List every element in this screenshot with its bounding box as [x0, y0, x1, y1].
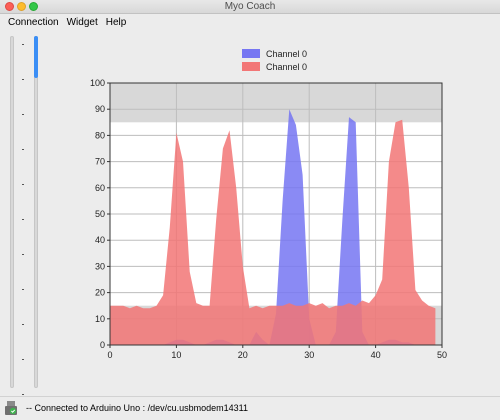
menu-widget[interactable]: Widget	[66, 17, 98, 28]
slider-tick	[22, 289, 24, 290]
slider-tick	[22, 44, 24, 45]
x-tick-label: 30	[304, 350, 314, 360]
slider-tick	[22, 254, 24, 255]
slider-tick	[22, 114, 24, 115]
legend-swatch	[242, 62, 260, 71]
connection-status-text: -- Connected to Arduino Uno : /dev/cu.us…	[26, 403, 248, 413]
slider-tick	[22, 359, 24, 360]
legend-label: Channel 0	[266, 49, 307, 59]
slider-tick	[22, 324, 24, 325]
y-tick-label: 60	[95, 183, 105, 193]
close-window-button[interactable]	[5, 2, 14, 11]
usb-check-icon	[5, 401, 17, 415]
menu-help[interactable]: Help	[105, 17, 127, 28]
zoom-window-button[interactable]	[29, 2, 38, 11]
right-threshold-slider[interactable]	[34, 36, 38, 388]
left-threshold-slider[interactable]	[10, 36, 14, 388]
y-tick-label: 10	[95, 314, 105, 324]
slider-tick	[22, 394, 24, 395]
status-bar: -- Connected to Arduino Uno : /dev/cu.us…	[0, 396, 500, 420]
y-tick-label: 20	[95, 288, 105, 298]
x-tick-label: 0	[107, 350, 112, 360]
legend-swatch	[242, 49, 260, 58]
threshold-band	[110, 83, 442, 123]
y-tick-label: 0	[100, 340, 105, 350]
menu-bar: Connection Widget Help	[0, 14, 500, 31]
series-area-blue	[110, 109, 436, 345]
x-tick-label: 20	[238, 350, 248, 360]
x-tick-label: 40	[371, 350, 381, 360]
window-title: Myo Coach	[224, 1, 276, 12]
right-threshold-slider-handle[interactable]	[34, 36, 38, 78]
y-tick-label: 100	[90, 78, 105, 88]
window-titlebar: Myo Coach	[0, 0, 500, 14]
slider-tick	[22, 79, 24, 80]
slider-tick	[22, 149, 24, 150]
y-tick-label: 50	[95, 209, 105, 219]
minimize-window-button[interactable]	[17, 2, 26, 11]
series-area-red	[110, 119, 436, 345]
y-tick-label: 30	[95, 261, 105, 271]
slider-tick	[22, 184, 24, 185]
y-tick-label: 40	[95, 235, 105, 245]
x-tick-label: 50	[437, 350, 447, 360]
legend-label: Channel 0	[266, 62, 307, 72]
y-tick-label: 80	[95, 130, 105, 140]
slider-tick	[22, 219, 24, 220]
menu-connection[interactable]: Connection	[8, 17, 59, 28]
y-tick-label: 70	[95, 157, 105, 167]
slider-ticks	[22, 38, 28, 395]
x-tick-label: 10	[171, 350, 181, 360]
y-tick-label: 90	[95, 104, 105, 114]
emg-area-chart: 0 10 20 30 40 50 60 70 80 90 100 0 10 20 30 40 50 Channel…	[90, 49, 447, 360]
